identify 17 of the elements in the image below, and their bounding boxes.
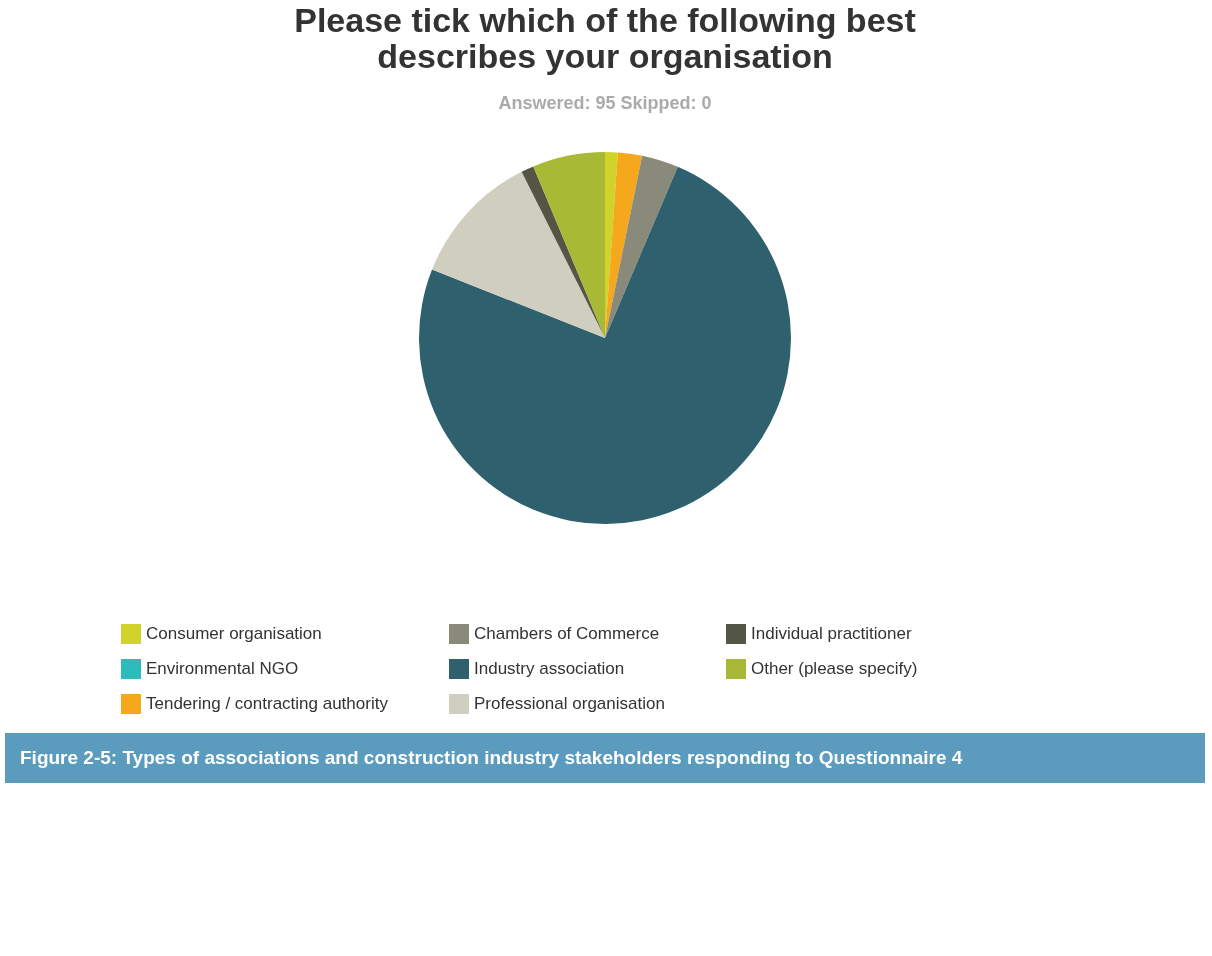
caption: Figure 2-5: Types of associations and construction industry stakeholders responding to Questionnaire 4 — [20, 747, 963, 768]
pie-slice — [521, 166, 605, 338]
legend-label: Tendering / contracting authority — [146, 694, 389, 713]
legend-label: Environmental NGO — [146, 659, 299, 678]
legend-label: Consumer organisation — [146, 624, 322, 643]
legend-label: Individual practitioner — [751, 624, 912, 643]
pie-slice — [605, 155, 678, 338]
legend-label: Chambers of Commerce — [474, 624, 660, 643]
pie-slice — [432, 171, 605, 338]
pie-slice — [533, 152, 605, 338]
legend-label: Professional organisation — [474, 694, 665, 713]
pie-slice — [419, 166, 791, 524]
legend-label: Other (please specify) — [751, 659, 918, 678]
pie-slice — [605, 152, 643, 338]
chart-subtitle: Answered: 95 Skipped: 0 — [498, 93, 712, 113]
legend-label: Industry association — [474, 659, 625, 678]
chart-title: Please tick which of the following best describes your organisation — [294, 1, 916, 75]
